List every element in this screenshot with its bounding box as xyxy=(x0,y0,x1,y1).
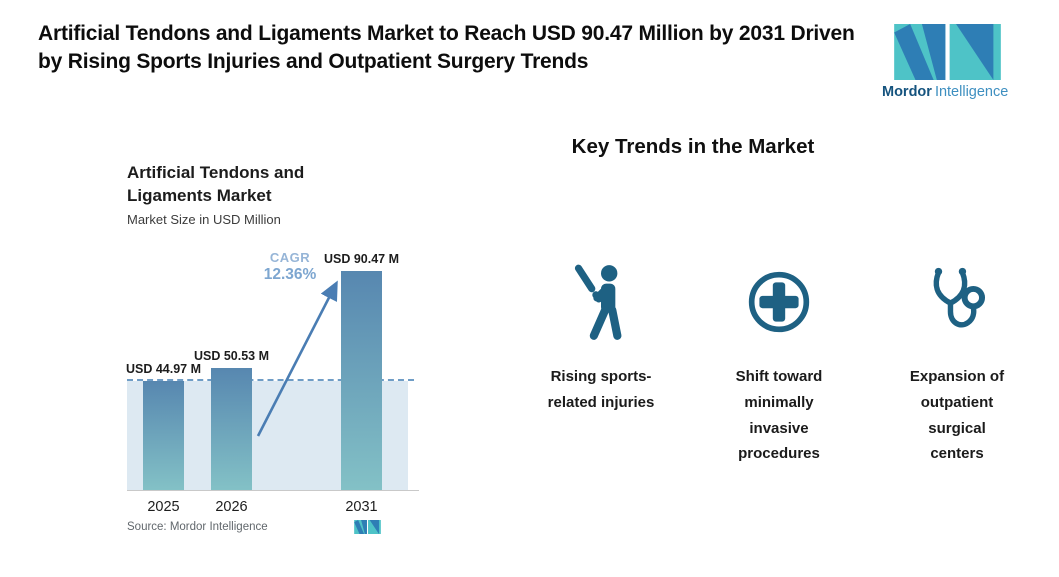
medical-cross-icon xyxy=(748,271,810,333)
bar xyxy=(211,368,252,490)
key-trends-row: Rising sports- related injuries Shift to… xyxy=(512,256,1046,467)
x-axis-tick-label: 2026 xyxy=(215,499,248,515)
x-axis-tick-label: 2025 xyxy=(147,499,180,515)
trend-item-sports-injuries: Rising sports- related injuries xyxy=(512,256,690,467)
growth-arrow xyxy=(256,280,338,437)
bar-group-2025: USD 44.97 M 2025 xyxy=(126,362,201,515)
bar-value-label: USD 50.53 M xyxy=(193,349,270,363)
cagr-label: CAGR xyxy=(269,250,311,265)
brand-word-primary: Mordor xyxy=(882,84,932,100)
x-axis-tick-label: 2031 xyxy=(345,499,378,515)
bar-value-label: USD 44.97 M xyxy=(125,362,202,376)
stethoscope-icon xyxy=(933,267,986,328)
trend-label-minimally-invasive: Shift toward minimally invasive procedur… xyxy=(735,368,823,463)
mordor-intelligence-logo: Mordor Intelligence xyxy=(882,24,1032,100)
page-title: Artificial Tendons and Ligaments Market … xyxy=(38,22,855,73)
brand-word-secondary: Intelligence xyxy=(934,84,1009,100)
chart-subtitle: Market Size in USD Million xyxy=(127,211,281,227)
bar-value-label: USD 90.47 M xyxy=(323,252,400,266)
chart-source: Source: Mordor Intelligence xyxy=(127,521,268,533)
trend-label-outpatient-centers: Expansion of outpatient surgical centers xyxy=(909,368,1005,463)
mordor-intelligence-mini-logo-icon xyxy=(354,520,381,534)
baseline-dashed-line xyxy=(127,379,414,381)
key-trends-heading: Key Trends in the Market xyxy=(571,135,815,158)
bar xyxy=(143,381,184,490)
bar-plot: CAGR 12.36% USD 44.97 M 2025 USD 50.53 M 20… xyxy=(126,250,419,515)
trend-item-minimally-invasive: Shift toward minimally invasive procedur… xyxy=(690,256,868,467)
trend-label-sports-injuries: Rising sports- related injuries xyxy=(547,368,655,411)
mordor-intelligence-logo-icon xyxy=(894,24,1001,80)
cagr-annotation: CAGR 12.36% xyxy=(245,250,335,284)
trend-item-outpatient-centers: Expansion of outpatient surgical centers xyxy=(868,256,1046,467)
bar xyxy=(341,271,382,490)
chart-title: Artificial Tendons and Ligaments Market xyxy=(127,163,305,205)
cagr-value: 12.36% xyxy=(263,266,317,283)
market-size-chart-panel: Artificial Tendons and Ligaments Market … xyxy=(126,162,419,562)
mordor-intelligence-wordmark: Mordor Intelligence xyxy=(882,84,1032,100)
baseball-player-icon xyxy=(574,264,622,340)
chart-source-row: Source: Mordor Intelligence xyxy=(127,520,381,534)
bar-group-2031: USD 90.47 M 2031 xyxy=(324,252,399,515)
bar-group-2026: USD 50.53 M 2026 xyxy=(194,349,269,515)
